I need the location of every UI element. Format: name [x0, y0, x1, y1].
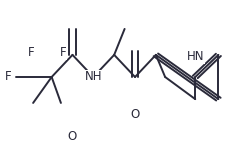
Text: F: F [5, 71, 12, 83]
Text: F: F [27, 47, 34, 59]
Text: O: O [130, 107, 140, 121]
Text: NH: NH [85, 71, 102, 83]
Text: HN: HN [186, 50, 204, 63]
Text: F: F [60, 47, 67, 59]
Text: O: O [68, 130, 77, 143]
